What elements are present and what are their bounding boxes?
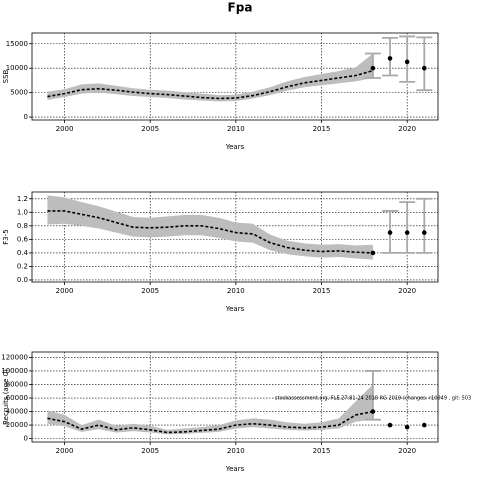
point bbox=[404, 230, 410, 235]
y-axis-label: SSB bbox=[2, 69, 10, 83]
point bbox=[421, 65, 427, 71]
y-tick-label: 120000 bbox=[1, 353, 28, 361]
axes-frame bbox=[31, 32, 439, 121]
point bbox=[387, 56, 393, 61]
confidence-band bbox=[47, 195, 373, 260]
y-tick-label: 0 bbox=[24, 113, 28, 121]
x-tick-label: 2015 bbox=[313, 125, 331, 133]
y-axis-label: F3-5 bbox=[2, 229, 10, 244]
point bbox=[370, 250, 376, 256]
x-axis-label: Years bbox=[225, 305, 245, 313]
x-tick-label: 2015 bbox=[313, 287, 331, 295]
point bbox=[387, 422, 393, 428]
point bbox=[370, 65, 376, 71]
point bbox=[404, 59, 410, 65]
point bbox=[387, 230, 393, 235]
y-tick-label: 80000 bbox=[6, 380, 28, 388]
y-tick-label: 0.2 bbox=[17, 262, 28, 270]
figure-title: Fpa bbox=[228, 1, 253, 15]
y-tick-label: 1.0 bbox=[17, 208, 28, 216]
y-tick-label: 20000 bbox=[6, 421, 28, 429]
y-tick-label: 100000 bbox=[1, 367, 28, 375]
x-tick-label: 2020 bbox=[398, 447, 416, 455]
point bbox=[421, 422, 427, 428]
x-tick-label: 2000 bbox=[56, 287, 74, 295]
estimate-line bbox=[47, 210, 373, 254]
confidence-band bbox=[47, 53, 373, 102]
estimate-line bbox=[47, 410, 374, 434]
point bbox=[404, 424, 410, 430]
x-tick-label: 2010 bbox=[227, 447, 245, 455]
annotation: stockassessment.org, FLE.27.81-24 2018 R… bbox=[275, 396, 471, 402]
y-tick-label: 0.4 bbox=[17, 249, 29, 257]
y-tick-label: 1.2 bbox=[17, 195, 28, 203]
x-tick-label: 2005 bbox=[141, 447, 159, 455]
x-axis-label: Years bbox=[225, 465, 245, 473]
x-tick-label: 2005 bbox=[141, 287, 159, 295]
y-tick-label: 10000 bbox=[6, 64, 28, 72]
x-tick-label: 2010 bbox=[227, 287, 245, 295]
x-tick-label: 2015 bbox=[313, 447, 331, 455]
y-tick-label: 60000 bbox=[6, 394, 28, 402]
y-tick-label: 0 bbox=[24, 435, 28, 443]
x-tick-label: 2010 bbox=[227, 125, 245, 133]
x-tick-label: 2005 bbox=[141, 125, 159, 133]
point bbox=[370, 409, 376, 414]
y-tick-label: 15000 bbox=[6, 40, 28, 48]
y-tick-label: 0.6 bbox=[17, 235, 29, 243]
x-tick-label: 2000 bbox=[56, 447, 74, 455]
x-tick-label: 2000 bbox=[56, 125, 74, 133]
y-tick-label: 40000 bbox=[6, 408, 28, 416]
y-tick-label: 5000 bbox=[10, 89, 28, 97]
y-tick-label: 0.8 bbox=[17, 222, 28, 230]
axes-frame bbox=[31, 351, 439, 443]
point bbox=[421, 230, 427, 235]
x-axis-label: Years bbox=[225, 143, 245, 151]
y-tick-label: 0.0 bbox=[17, 276, 28, 284]
x-tick-label: 2020 bbox=[398, 287, 416, 295]
confidence-band bbox=[47, 384, 373, 435]
axes-frame bbox=[31, 191, 439, 283]
x-tick-label: 2020 bbox=[398, 125, 416, 133]
y-axis-label: Recruits (age 0) bbox=[2, 369, 10, 425]
